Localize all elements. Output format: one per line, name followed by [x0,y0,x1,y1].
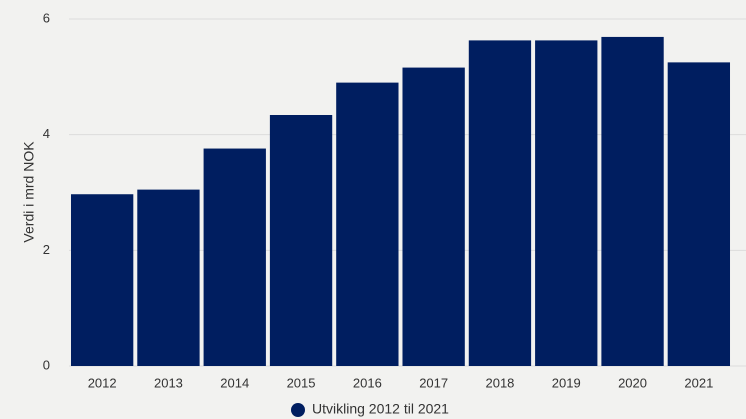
y-tick-label: 0 [43,357,50,372]
bar [70,194,134,366]
legend-marker [291,403,305,417]
x-tick-label: 2017 [419,375,448,390]
x-tick-label: 2013 [154,375,183,390]
bar [402,67,465,366]
bar [137,189,200,366]
x-tick-label: 2018 [485,375,514,390]
x-tick-label: 2020 [618,375,647,390]
bar [667,62,731,366]
legend-label: Utvikling 2012 til 2021 [312,401,449,417]
bar [336,82,399,366]
x-tick-label: 2014 [220,375,249,390]
x-tick-label: 2012 [88,375,117,390]
x-tick-label: 2016 [353,375,382,390]
y-tick-label: 6 [43,10,50,25]
y-tick-label: 2 [43,242,50,257]
bar [203,148,266,366]
y-tick-label: 4 [43,126,50,141]
bar [269,115,333,367]
bar [535,40,598,366]
bar [468,40,532,366]
x-tick-label: 2019 [552,375,581,390]
y-axis-label: Verdi i mrd NOK [21,141,37,243]
x-tick-label: 2021 [684,375,713,390]
bar [601,36,664,366]
x-tick-label: 2015 [287,375,316,390]
